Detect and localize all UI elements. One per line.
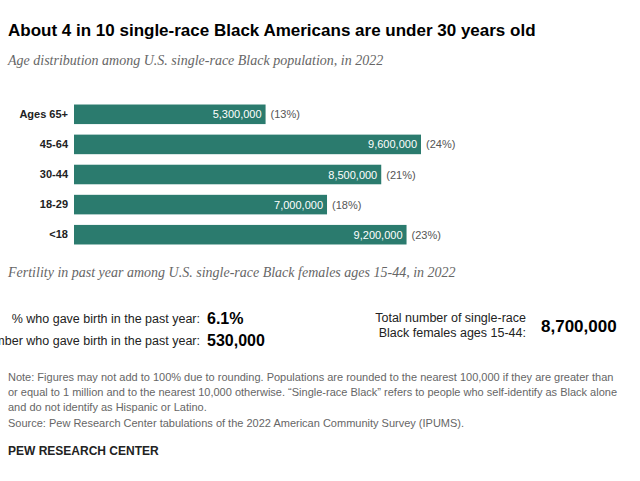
y-tick: 18-29	[40, 198, 68, 210]
total-label: Black females ages 15-44:	[379, 326, 526, 340]
source: Source: Pew Research Center tabulations …	[8, 417, 464, 429]
note: or equal to 1 million and to the nearest…	[8, 386, 617, 398]
bar	[74, 165, 381, 185]
section-title: Fertility in past year among U.S. single…	[7, 265, 456, 280]
title: About 4 in 10 single-race Black American…	[8, 21, 536, 40]
value-label: 8,500,000	[328, 169, 377, 181]
fertility-panel: Fertility in past year among U.S. single…	[0, 265, 617, 349]
share-label: (23%)	[412, 229, 441, 241]
y-tick: <18	[49, 228, 68, 240]
bar	[74, 105, 266, 125]
value-label: 5,300,000	[213, 108, 262, 120]
y-tick-label: <18	[49, 228, 68, 240]
share-label: (13%)	[271, 108, 300, 120]
bar	[74, 135, 421, 155]
notes: Note: Figures may not add to 100% due to…	[8, 371, 617, 458]
y-axis: Ages 65+ 45-64 30-44 18-29 <18	[19, 108, 69, 240]
y-tick-label: 18-29	[40, 198, 68, 210]
y-tick-label: 30-44	[40, 168, 69, 180]
y-tick: 30-44	[40, 168, 69, 180]
stat-value: 530,000	[207, 332, 265, 349]
subtitle: Age distribution among U.S. single-race …	[7, 53, 383, 68]
y-tick-label: Ages 65+	[19, 108, 68, 120]
stat-label: % who gave birth in the past year:	[12, 312, 200, 326]
share-label: (24%)	[426, 138, 455, 150]
stat-value: 6.1%	[207, 310, 243, 327]
value-label: 9,600,000	[368, 138, 417, 150]
y-tick: 45-64	[40, 138, 69, 150]
bar	[74, 195, 327, 215]
y-tick-label: 45-64	[40, 138, 69, 150]
total-label: Total number of single-race	[375, 311, 526, 325]
value-label: 9,200,000	[354, 229, 403, 241]
y-tick: Ages 65+	[19, 108, 68, 120]
bar	[74, 225, 407, 245]
note: and do not identify as Hispanic or Latin…	[8, 401, 207, 413]
share-label: (21%)	[386, 169, 415, 181]
chart: About 4 in 10 single-race Black American…	[0, 0, 640, 481]
bars	[74, 105, 421, 245]
share-label: (18%)	[332, 199, 361, 211]
value-label: 7,000,000	[274, 199, 323, 211]
stat-label: Number who gave birth in the past year:	[0, 334, 200, 348]
credit: PEW RESEARCH CENTER	[8, 444, 159, 458]
total-value: 8,700,000	[541, 317, 617, 336]
data-labels: 5,300,000 9,600,000 8,500,000 7,000,000 9,20…	[213, 108, 456, 240]
note: Note: Figures may not add to 100% due to…	[8, 371, 613, 383]
